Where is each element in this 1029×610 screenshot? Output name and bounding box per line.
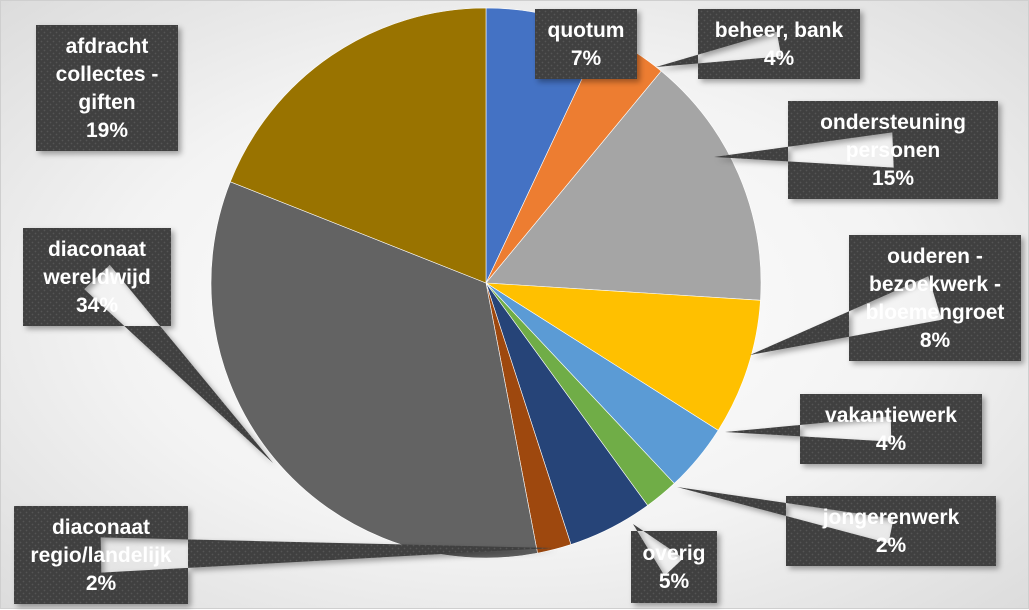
slice-name-label: giften xyxy=(78,91,135,114)
callout-jongerenwerk xyxy=(677,487,996,566)
slice-name-label: collectes - xyxy=(56,63,159,86)
slice-percent-label: 8% xyxy=(920,329,951,352)
slice-percent-label: 4% xyxy=(764,47,795,70)
callout-ondersteuning-personen xyxy=(714,101,998,199)
slice-percent-label: 34% xyxy=(76,294,118,317)
pie-slice-ouderen-bezoekwerk-bloemengroet xyxy=(485,282,761,431)
slice-name-label: quotum xyxy=(548,19,625,42)
slice-percent-label: 2% xyxy=(876,534,907,557)
callout-box xyxy=(714,101,998,199)
callout-beheer-bank xyxy=(656,9,860,79)
slice-percent-label: 5% xyxy=(659,570,690,593)
callout-box xyxy=(23,228,273,463)
callout-overig xyxy=(631,524,717,603)
callout-quotum xyxy=(535,9,637,79)
slice-percent-label: 15% xyxy=(872,167,914,190)
slice-name-label: bloemengroet xyxy=(866,301,1005,324)
callout-ouderen-bezoekwerk-bloemengroet xyxy=(750,235,1021,361)
callout-box xyxy=(36,25,178,151)
callout-box xyxy=(535,9,637,79)
slice-percent-label: 19% xyxy=(86,119,128,142)
slice-name-label: afdracht xyxy=(66,35,149,58)
slice-name-label: jongerenwerk xyxy=(822,506,960,529)
callout-box xyxy=(14,506,553,604)
slice-name-label: beheer, bank xyxy=(715,19,844,42)
slice-name-label: wereldwijd xyxy=(42,266,150,289)
callout-box xyxy=(631,524,717,603)
slice-percent-label: 4% xyxy=(876,432,907,455)
callout-diaconaat-regio-landelijk xyxy=(14,506,553,604)
callout-box xyxy=(750,235,1021,361)
callout-diaconaat-wereldwijd xyxy=(23,228,273,463)
pie-slice-afdracht-collectes-giften xyxy=(229,7,487,284)
callout-box xyxy=(656,9,860,79)
slice-name-label: vakantiewerk xyxy=(825,404,957,427)
slice-name-label: ouderen - xyxy=(887,245,983,268)
slice-name-label: ondersteuning xyxy=(820,111,966,134)
slice-name-label: diaconaat xyxy=(52,516,150,539)
slice-name-label: regio/landelijk xyxy=(30,544,172,567)
callout-vakantiewerk xyxy=(725,394,982,464)
callout-box xyxy=(725,394,982,464)
slice-name-label: bezoekwerk - xyxy=(869,273,1001,296)
slice-name-label: personen xyxy=(846,139,941,162)
callout-afdracht-collectes-giften xyxy=(36,25,178,151)
slice-percent-label: 2% xyxy=(86,572,117,595)
slice-name-label: overig xyxy=(642,542,705,565)
pie-slice-diaconaat-wereldwijd xyxy=(210,181,538,559)
callout-box xyxy=(677,487,996,566)
pie-slice-ondersteuning-personen xyxy=(485,70,762,301)
slice-percent-label: 7% xyxy=(571,47,602,70)
slice-name-label: diaconaat xyxy=(48,238,146,261)
